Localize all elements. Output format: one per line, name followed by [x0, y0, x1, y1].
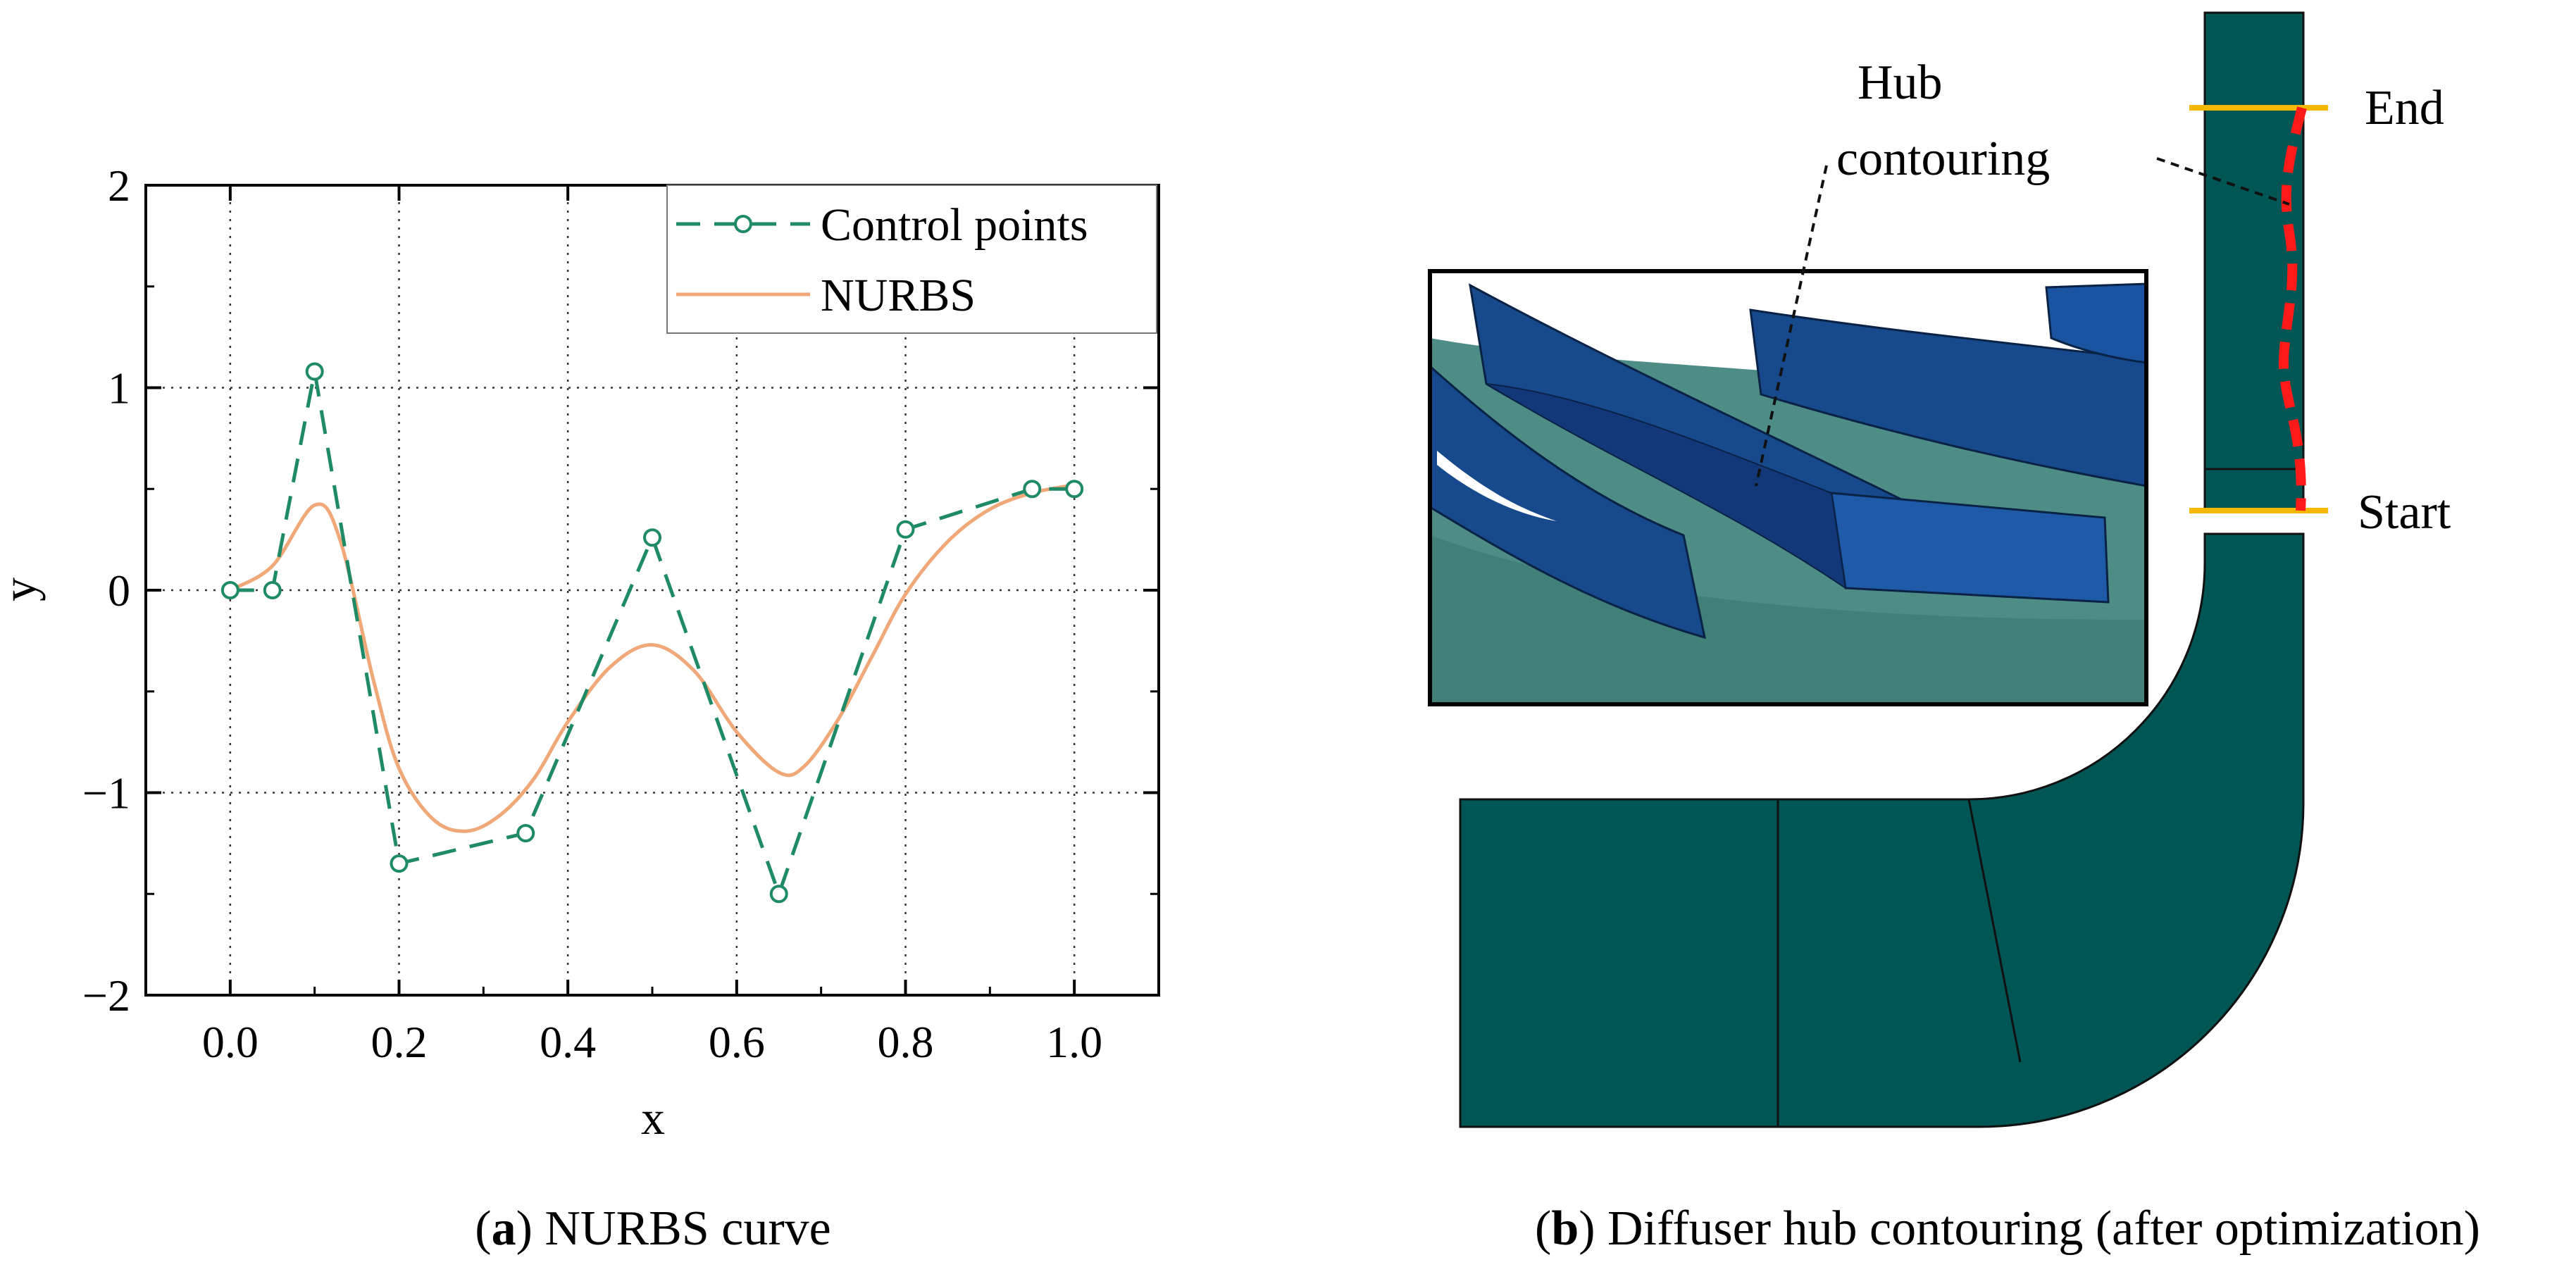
x-axis-label: x	[641, 1091, 665, 1144]
x-tick-label: 0.0	[202, 1017, 259, 1067]
legend-control-marker	[734, 215, 752, 233]
control-point-marker	[1065, 480, 1084, 499]
caption-a-letter: a	[492, 1202, 516, 1256]
inset-blade-left	[1429, 363, 1706, 639]
caption-b-open: (	[1535, 1202, 1551, 1256]
x-tick-label: 0.4	[540, 1017, 596, 1067]
control-point-marker	[220, 581, 239, 599]
control-point-marker	[769, 885, 788, 904]
start-label: Start	[2358, 485, 2451, 539]
outlet-block	[1459, 798, 1779, 1128]
x-tick-label: 0.6	[709, 1017, 765, 1067]
legend-control-label: Control points	[821, 199, 1088, 251]
control-point-marker	[390, 854, 409, 873]
legend-nurbs-label: NURBS	[821, 270, 976, 321]
caption-a-open: (	[475, 1202, 491, 1256]
hub-contour-curve	[2278, 106, 2307, 511]
control-point-marker	[896, 520, 915, 539]
chart-legend: Control points NURBS	[666, 185, 1157, 334]
control-point-marker	[263, 581, 282, 599]
x-tick-label: 0.2	[371, 1017, 428, 1067]
end-label: End	[2365, 81, 2444, 135]
elbow-divider	[1967, 799, 2022, 1063]
caption-b: (b) Diffuser hub contouring (after optim…	[1535, 1202, 2480, 1256]
control-point-marker	[643, 528, 661, 547]
hub-contouring-label-line2: contouring	[1836, 132, 2050, 186]
caption-a: (a) NURBS curve	[475, 1202, 831, 1256]
control-point-marker	[305, 362, 324, 381]
chart-series	[220, 362, 1084, 904]
inset-3d-view	[1428, 269, 2148, 706]
x-tick-label: 0.8	[878, 1017, 934, 1067]
nurbs-series-line	[229, 483, 1075, 833]
y-tick-label: −2	[82, 970, 130, 1021]
nurbs-chart: 0.0 0.2 0.4 0.6 0.8 1.0 −2 −1 0 1 2 x y Control po…	[0, 161, 1160, 1256]
hub-contouring-label-line1: Hub	[1858, 56, 1943, 110]
y-tick-label: −1	[82, 768, 130, 818]
y-tick-label: 2	[108, 161, 130, 211]
inset-blade-middle-side	[1486, 383, 1847, 590]
caption-a-text: ) NURBS curve	[516, 1202, 831, 1256]
y-tick-label: 0	[108, 566, 130, 616]
control-point-marker	[1023, 480, 1042, 499]
y-tick-label: 1	[108, 363, 130, 413]
diffuser-elbow	[1777, 532, 2305, 1128]
inset-frame	[1428, 269, 2148, 706]
caption-b-text: ) Diffuser hub contouring (after optimiz…	[1579, 1202, 2480, 1256]
control-point-marker	[516, 824, 535, 842]
y-axis-label: y	[0, 578, 46, 601]
legend-box	[666, 185, 1157, 334]
x-tick-label: 1.0	[1046, 1017, 1102, 1067]
channel-mid-segment	[2203, 468, 2305, 513]
control-series-line	[230, 371, 1075, 899]
caption-b-letter: b	[1551, 1202, 1579, 1256]
leader-line-inset	[1755, 165, 1828, 487]
diffuser-diagram: End Start Hub contouring	[1428, 11, 2480, 1256]
inset-hub-shade	[1430, 535, 2146, 704]
